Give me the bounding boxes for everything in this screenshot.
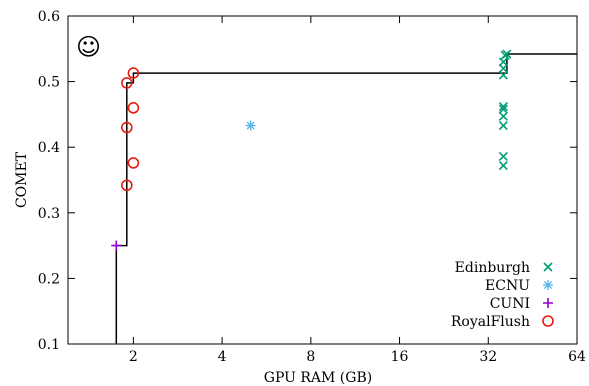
data-point-edinburgh <box>498 70 508 80</box>
data-point-edinburgh <box>498 111 508 121</box>
y-tick-label: 0.1 <box>38 337 60 353</box>
legend-marker-cuni <box>543 298 553 308</box>
data-point-edinburgh <box>498 161 508 171</box>
series-cuni <box>111 240 122 251</box>
legend-marker-ecnu <box>543 280 553 290</box>
series-edinburgh <box>498 49 512 171</box>
data-point-royalflush <box>127 157 140 169</box>
data-point-royalflush <box>127 67 140 79</box>
series-ecnu <box>245 120 256 131</box>
data-point-edinburgh <box>498 63 508 74</box>
data-point-edinburgh <box>498 151 508 161</box>
y-tick-label: 0.2 <box>38 271 60 287</box>
y-tick-label: 0.4 <box>38 140 60 156</box>
legend-label-ecnu: ECNU <box>485 278 530 294</box>
legend-label-edinburgh: Edinburgh <box>455 260 530 276</box>
data-point-edinburgh <box>498 120 508 131</box>
series-royalflush <box>121 67 140 192</box>
data-point-edinburgh <box>498 57 508 67</box>
y-tick-label: 0.6 <box>38 9 60 25</box>
x-tick-label: 8 <box>306 349 315 365</box>
data-point-royalflush <box>121 179 133 192</box>
data-point-royalflush <box>121 77 133 89</box>
ticks-layer: 0.1 0.2 0.3 0.4 0.5 0.6 2 4 8 16 32 64 <box>38 9 586 365</box>
legend-label-cuni: CUNI <box>490 296 530 312</box>
data-point-edinburgh <box>502 49 512 59</box>
legend-marker-edinburgh <box>543 262 553 272</box>
plot-frame <box>67 15 578 345</box>
data-point-edinburgh <box>498 104 508 114</box>
x-tick-label: 32 <box>479 349 497 365</box>
marks-layer <box>111 49 512 251</box>
data-point-ecnu <box>245 120 256 131</box>
data-point-cuni <box>111 240 122 251</box>
x-tick-label: 2 <box>129 349 138 365</box>
data-point-royalflush <box>127 102 140 114</box>
x-tick-label: 16 <box>391 349 409 365</box>
data-point-edinburgh <box>498 101 508 112</box>
legend-marker-royalflush <box>542 315 554 327</box>
x-tick-label: 64 <box>568 349 586 365</box>
legend: Edinburgh ECNU CUNI RoyalFlush <box>451 260 554 330</box>
data-point-royalflush <box>121 121 133 134</box>
y-axis-title: COMET <box>14 151 30 208</box>
y-tick-label: 0.5 <box>38 75 60 91</box>
x-tick-label: 4 <box>218 349 227 365</box>
x-axis-title: GPU RAM (GB) <box>264 370 372 386</box>
legend-label-royalflush: RoyalFlush <box>451 314 530 330</box>
y-tick-label: 0.3 <box>38 206 60 222</box>
smiley-face-icon: ☺ <box>76 33 101 61</box>
